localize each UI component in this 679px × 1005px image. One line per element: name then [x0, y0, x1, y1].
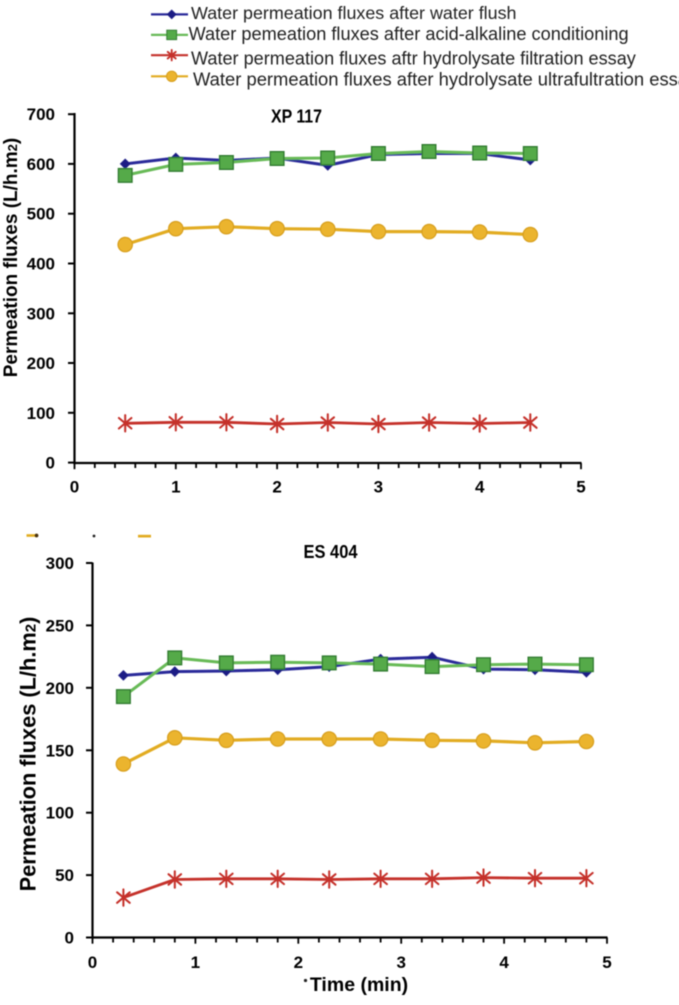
svg-text:100: 100 — [46, 804, 74, 823]
svg-text:Permeation fluxes (L/h.m2): Permeation fluxes (L/h.m2) — [1, 138, 22, 378]
svg-text:ES 404: ES 404 — [304, 542, 358, 562]
svg-text:5: 5 — [576, 478, 585, 497]
svg-text:3: 3 — [374, 478, 383, 497]
svg-text:0: 0 — [65, 929, 74, 948]
svg-text:Water permeation fluxes after: Water permeation fluxes after hydrolysat… — [193, 68, 679, 89]
svg-text:Water permeation fluxes aftr h: Water permeation fluxes aftr hydrolysate… — [191, 49, 637, 69]
svg-text:300: 300 — [27, 304, 55, 323]
svg-text:300: 300 — [46, 554, 74, 573]
svg-text:700: 700 — [27, 105, 55, 124]
svg-text:600: 600 — [27, 155, 55, 174]
svg-text:2: 2 — [294, 953, 303, 972]
svg-text:2: 2 — [272, 478, 281, 497]
svg-text:0: 0 — [70, 478, 79, 497]
svg-text:100: 100 — [27, 404, 55, 423]
svg-text:Time (min): Time (min) — [310, 974, 408, 996]
svg-text:4: 4 — [475, 478, 485, 497]
svg-text:Water pemeation fluxes after a: Water pemeation fluxes after acid-alkali… — [189, 24, 629, 44]
svg-text:250: 250 — [46, 616, 74, 635]
svg-text:5: 5 — [602, 953, 611, 972]
svg-text:50: 50 — [55, 866, 74, 885]
svg-text:1: 1 — [171, 478, 180, 497]
svg-text:4: 4 — [499, 953, 509, 972]
svg-text:150: 150 — [46, 741, 74, 760]
svg-text:XP 117: XP 117 — [271, 105, 322, 126]
svg-text:200: 200 — [27, 354, 55, 373]
svg-text:0: 0 — [46, 454, 55, 473]
svg-text:1: 1 — [191, 953, 200, 972]
svg-text:200: 200 — [46, 679, 74, 698]
svg-text:Water permeation fluxes after: Water permeation fluxes after water flus… — [191, 3, 516, 23]
svg-text:0: 0 — [88, 953, 97, 972]
svg-text:500: 500 — [27, 205, 55, 224]
svg-text:Permeation fluxes (L/h.m2): Permeation fluxes (L/h.m2) — [16, 617, 41, 892]
svg-text:400: 400 — [27, 255, 55, 274]
svg-text:3: 3 — [396, 953, 405, 972]
